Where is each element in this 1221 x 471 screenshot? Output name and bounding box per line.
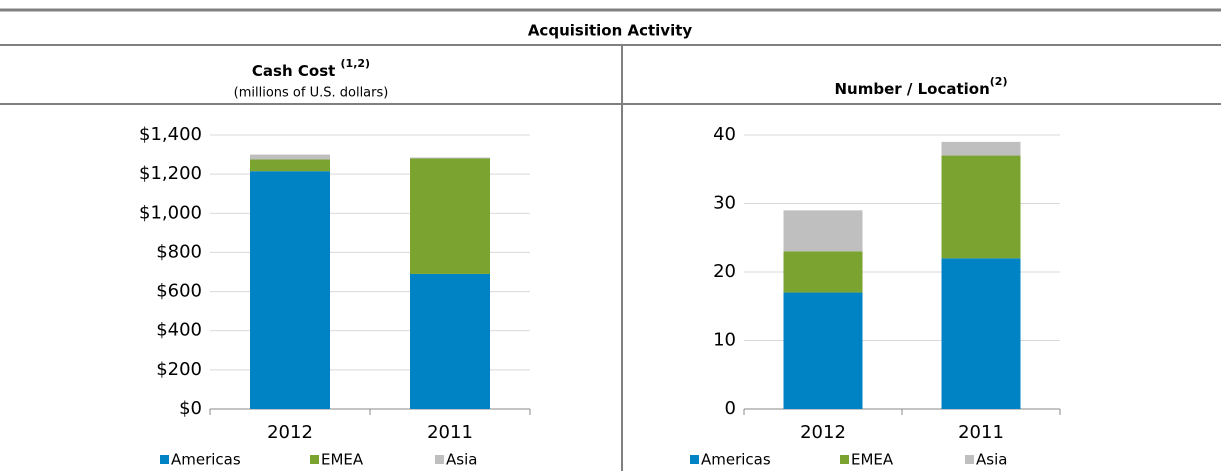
bar-segment (410, 158, 490, 274)
chart-title: Number / Location(2) (835, 75, 1008, 98)
legend-swatch (965, 455, 974, 464)
x-tick-label: 2012 (267, 422, 313, 443)
chart-title: Cash Cost (1,2) (252, 57, 370, 80)
bar-segment (941, 141, 1021, 156)
legend-swatch (840, 455, 849, 464)
chart-title-note: (2) (990, 75, 1008, 88)
x-tick-label: 2011 (958, 422, 1004, 443)
y-tick-label: $1,400 (139, 124, 202, 145)
bar-segment (410, 157, 490, 159)
legend-label: Americas (701, 451, 771, 469)
bar-segment (783, 292, 863, 409)
y-tick-label: $1,000 (139, 202, 202, 223)
legend-swatch (435, 455, 444, 464)
bar-segment (783, 251, 863, 293)
bar-segment (250, 159, 330, 172)
y-tick-label: 20 (713, 261, 736, 282)
legend-label: Asia (976, 451, 1007, 469)
bar-segment (250, 171, 330, 409)
y-tick-label: $1,200 (139, 163, 202, 184)
legend-label: Americas (171, 451, 241, 469)
page-title: Acquisition Activity (528, 22, 693, 40)
x-tick-label: 2011 (427, 422, 473, 443)
y-tick-label: $0 (179, 398, 202, 419)
y-tick-label: 10 (713, 330, 736, 351)
chart-title-text: Number / Location (835, 80, 990, 98)
legend-swatch (310, 455, 319, 464)
bar-segment (410, 273, 490, 409)
y-tick-label: 0 (725, 398, 736, 419)
legend-swatch (690, 455, 699, 464)
chart-subtitle: (millions of U.S. dollars) (234, 86, 389, 101)
bar-segment (783, 210, 863, 252)
x-tick-label: 2012 (800, 422, 846, 443)
legend-label: EMEA (321, 451, 364, 469)
bar-segment (941, 258, 1021, 409)
y-tick-label: 30 (713, 193, 736, 214)
y-tick-label: $200 (156, 359, 202, 380)
y-tick-label: 40 (713, 124, 736, 145)
legend-swatch (160, 455, 169, 464)
y-tick-label: $400 (156, 320, 202, 341)
bar-segment (941, 155, 1021, 259)
chart-title-text: Cash Cost (252, 62, 335, 80)
legend-label: EMEA (851, 451, 894, 469)
y-tick-label: $800 (156, 241, 202, 262)
chart-title-note: (1,2) (341, 57, 371, 70)
y-tick-label: $600 (156, 281, 202, 302)
legend-label: Asia (446, 451, 477, 469)
bar-segment (250, 154, 330, 160)
